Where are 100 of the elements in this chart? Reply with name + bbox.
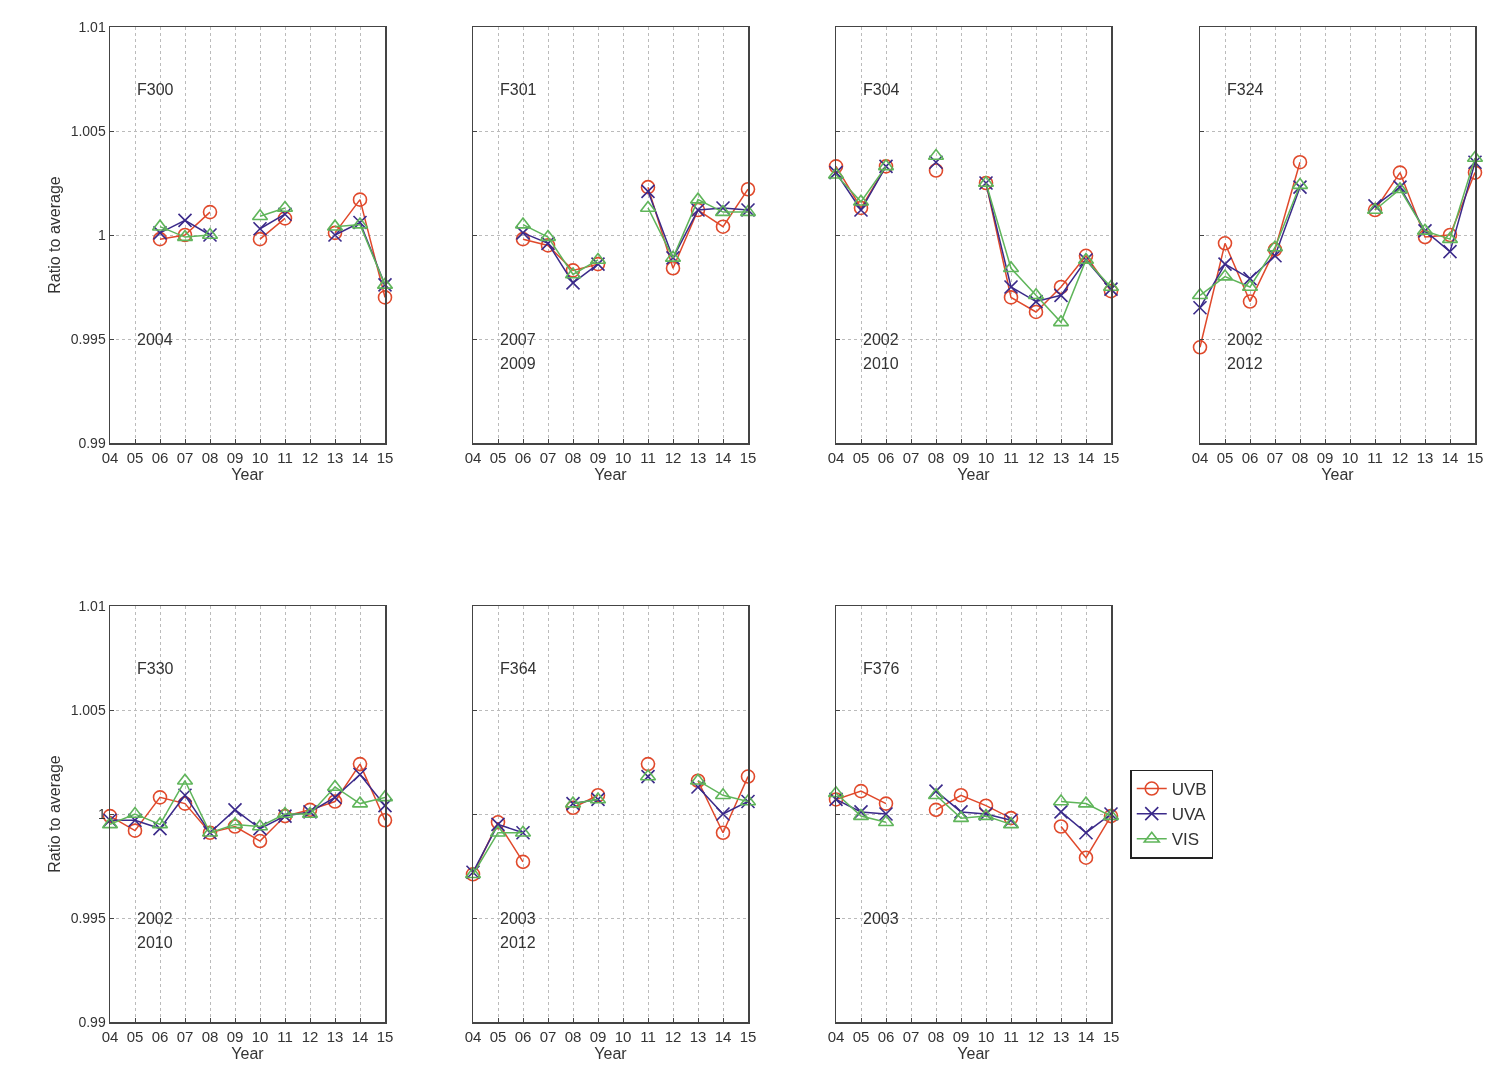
x-tick-label: 12 xyxy=(664,1027,682,1045)
annotation: F330 xyxy=(137,660,174,677)
point xyxy=(515,854,531,870)
point xyxy=(1441,231,1459,244)
x-tick-label: 14 xyxy=(714,1027,732,1045)
x-tick-label: 07 xyxy=(539,1027,557,1045)
x-axis-title: Year xyxy=(957,1044,991,1062)
x-tick-label: 14 xyxy=(1441,448,1459,466)
annotation: 2012 xyxy=(1227,355,1263,372)
x-tick-label: 15 xyxy=(739,448,757,466)
point xyxy=(827,785,845,798)
x-tick-label: 05 xyxy=(126,448,144,466)
annotation: 2002 xyxy=(863,331,899,348)
annotation: 2003 xyxy=(863,910,899,927)
point xyxy=(1467,154,1483,170)
x-tick-label: 08 xyxy=(564,1027,582,1045)
x-tick-label: 05 xyxy=(852,448,870,466)
point xyxy=(690,779,706,795)
point xyxy=(1217,256,1233,272)
point xyxy=(177,787,193,803)
point xyxy=(126,806,144,819)
x-tick-label: 13 xyxy=(689,448,707,466)
point xyxy=(1466,150,1484,163)
point xyxy=(152,821,168,836)
x-tick-label: 04 xyxy=(464,1027,482,1045)
point xyxy=(878,806,894,822)
y-tick-label: 1 xyxy=(97,805,106,822)
point xyxy=(326,779,344,792)
x-tick-label: 11 xyxy=(277,448,293,466)
point xyxy=(1053,804,1069,820)
point xyxy=(952,810,970,823)
x-tick-label: 10 xyxy=(1341,448,1359,466)
x-tick-label: 12 xyxy=(664,448,682,466)
point xyxy=(1078,850,1094,865)
x-tick-label: 06 xyxy=(877,1027,895,1045)
point xyxy=(1442,244,1458,259)
annotation: 2010 xyxy=(137,934,173,951)
x-tick-label: 14 xyxy=(351,1027,369,1045)
annotation: 2007 xyxy=(500,331,536,348)
x-tick-label: 13 xyxy=(326,448,344,466)
point xyxy=(639,200,657,213)
annotation: 2004 xyxy=(137,331,173,348)
x-tick-label: 15 xyxy=(376,1027,394,1045)
x-tick-label: 09 xyxy=(226,1027,244,1045)
point xyxy=(127,812,143,828)
x-tick-label: 06 xyxy=(514,1027,532,1045)
x-tick-label: 09 xyxy=(1316,448,1334,466)
x-tick-label: 06 xyxy=(877,448,895,466)
x-tick-label: 10 xyxy=(251,1027,269,1045)
point xyxy=(1442,227,1458,243)
annotation: 2002 xyxy=(137,910,173,927)
y-axis-title: Ratio to average xyxy=(45,755,63,873)
point xyxy=(1267,242,1283,257)
x-tick-label: 14 xyxy=(714,448,732,466)
x-tick-label: 09 xyxy=(589,1027,607,1045)
x-tick-label: 14 xyxy=(1077,448,1095,466)
x-tick-label: 11 xyxy=(1003,1027,1019,1045)
point xyxy=(714,787,732,800)
annotation: F304 xyxy=(863,81,900,98)
point xyxy=(1053,819,1069,834)
x-axis-title: Year xyxy=(594,465,628,483)
point xyxy=(715,806,731,822)
x-tick-label: 09 xyxy=(226,448,244,466)
point xyxy=(252,833,268,849)
x-tick-label: 08 xyxy=(564,448,582,466)
x-tick-label: 14 xyxy=(1077,1027,1095,1045)
point xyxy=(853,783,869,799)
x-axis-title: Year xyxy=(1321,465,1355,483)
point xyxy=(1028,304,1044,320)
y-tick-label: 1.005 xyxy=(70,701,106,718)
x-tick-label: 05 xyxy=(126,1027,144,1045)
x-tick-label: 11 xyxy=(640,1027,656,1045)
x-tick-label: 07 xyxy=(1266,448,1284,466)
point xyxy=(853,804,869,820)
point xyxy=(377,798,393,813)
x-tick-label: 08 xyxy=(201,1027,219,1045)
point xyxy=(665,260,681,276)
point xyxy=(1292,179,1308,195)
x-tick-label: 13 xyxy=(1416,448,1434,466)
x-tick-label: 06 xyxy=(1241,448,1259,466)
x-tick-label: 05 xyxy=(489,448,507,466)
point xyxy=(327,794,343,809)
point xyxy=(352,767,368,782)
point xyxy=(740,181,756,197)
point xyxy=(352,192,368,207)
x-tick-label: 12 xyxy=(1391,448,1409,466)
point xyxy=(1467,165,1483,180)
x-tick-label: 15 xyxy=(1102,448,1120,466)
annotation: 2010 xyxy=(863,355,899,372)
x-tick-label: 10 xyxy=(977,448,995,466)
point xyxy=(1242,271,1258,286)
point xyxy=(1217,236,1233,251)
x-tick-label: 12 xyxy=(301,1027,319,1045)
y-tick-label: 0.99 xyxy=(78,434,106,451)
y-tick-label: 1.005 xyxy=(70,122,106,139)
point xyxy=(202,204,218,220)
x-tick-label: 10 xyxy=(977,1027,995,1045)
point xyxy=(1053,288,1069,303)
point xyxy=(252,821,268,836)
y-tick-label: 1.01 xyxy=(78,18,106,35)
